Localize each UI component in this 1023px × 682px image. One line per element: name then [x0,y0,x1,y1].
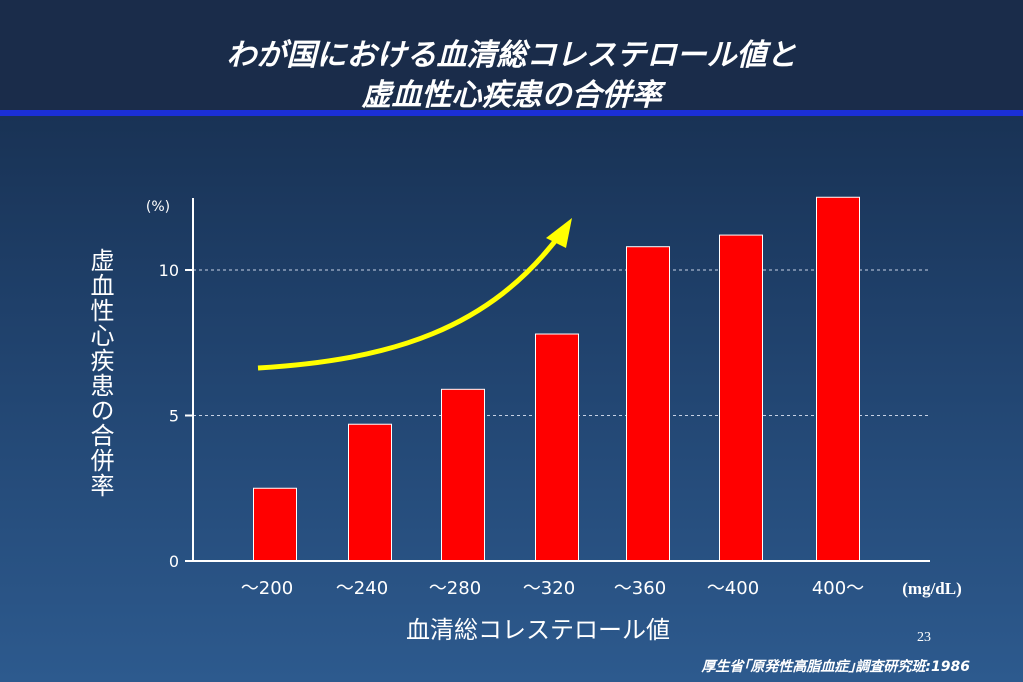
bar-1 [348,423,392,562]
y-tick-label-10: 10 [159,261,179,280]
x-axis-label: 血清総コレステロール値 [406,616,670,644]
y-axis-label: 虚血性心疾患の合併率 [86,248,114,498]
title-band [0,0,1023,110]
bar-3 [535,333,579,562]
x-tick-label-0: ～200 [241,578,293,599]
x-tick-label-1: ～240 [336,578,388,599]
trend-arrow-annotation [257,230,565,371]
tick-labels: 0 5 10 (%) ～200 ～240 ～280 ～320 ～360 ～400 400～ (mg/d… [146,199,962,599]
y-tick-label-0: 0 [169,552,179,571]
bar-0 [253,487,297,562]
x-tick-label-6: 400～ [812,578,864,599]
x-tick-label-4: ～360 [614,578,666,599]
bar-5 [719,234,763,562]
bar-2 [441,388,485,562]
slide-title-line-1: わが国における血清総コレステロール値と [226,38,797,73]
trend-arrowhead [546,218,572,248]
bars [253,196,860,562]
slide-title-line-2: 虚血性心疾患の合併率 [361,78,662,113]
title-divider [0,110,1023,116]
x-tick-label-2: ～280 [429,578,481,599]
axes [185,198,930,562]
x-tick-label-3: ～320 [523,578,575,599]
bar-6 [816,196,860,562]
y-unit-label: (%) [146,199,170,215]
source-citation: 厚生省｢原発性高脂血症｣調査研究班:1986 [701,659,970,675]
y-tick-label-5: 5 [169,407,179,426]
x-unit-label: (mg/dL) [902,579,962,598]
bar-4 [626,246,670,562]
x-tick-label-5: ～400 [707,578,759,599]
page-number: 23 [917,630,931,645]
